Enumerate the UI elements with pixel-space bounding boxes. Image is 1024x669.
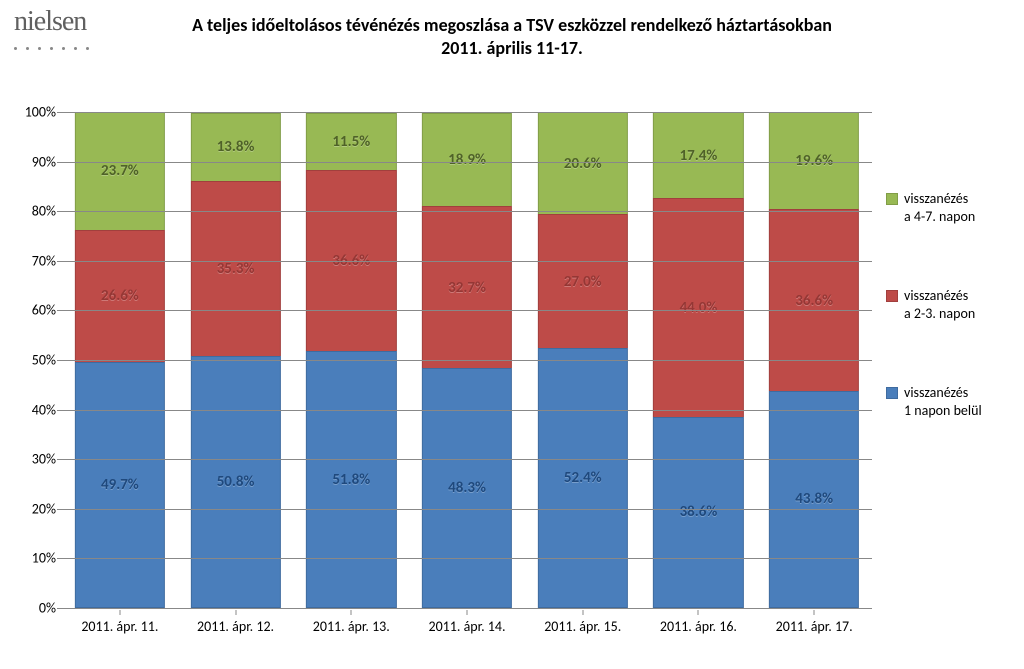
bar-segment-label: 50.8%	[217, 473, 255, 491]
bar-segment-label: 20.6%	[564, 155, 602, 173]
bar-segment-d1: 38.6%	[653, 417, 743, 608]
bar-segment-label: 13.8%	[217, 138, 255, 156]
legend-item: visszanézésa 4-7. napon	[886, 190, 1010, 225]
chart-title-line2: 2011. április 11-17.	[0, 37, 1024, 60]
y-tick-label: 0%	[39, 600, 56, 617]
legend-label: visszanézésa 2-3. napon	[904, 287, 1010, 322]
bar-segment-label: 44.0%	[680, 299, 718, 317]
bar-segment-d23: 27.0%	[538, 214, 628, 348]
bar-segment-d23: 32.7%	[422, 206, 512, 368]
bar-segment-label: 36.6%	[795, 292, 833, 310]
grid-line	[62, 558, 872, 559]
bar-segment-d1: 48.3%	[422, 368, 512, 608]
chart-area: 49.7% 26.6% 23.7% 50.8% 35.3% 13.8% 51.8% 36.6%…	[0, 90, 1024, 660]
bar-segment-label: 48.3%	[448, 479, 486, 497]
bar-segment-label: 11.5%	[332, 133, 370, 151]
chart-title: A teljes időeltolásos tévénézés megoszlá…	[0, 14, 1024, 59]
bar-segment-label: 49.7%	[101, 476, 139, 494]
x-axis-label: 2011. ápr. 16.	[641, 612, 757, 635]
grid-line	[62, 162, 872, 163]
legend-item: visszanézésa 2-3. napon	[886, 287, 1010, 322]
y-tick-label: 10%	[32, 550, 56, 567]
grid-line	[62, 360, 872, 361]
y-tick-mark	[57, 459, 62, 460]
bar-segment-d23: 36.6%	[769, 209, 859, 391]
y-tick-mark	[57, 360, 62, 361]
bar-segment-label: 18.9%	[448, 151, 486, 169]
bar-segment-d1: 51.8%	[306, 351, 396, 608]
y-tick-label: 50%	[32, 352, 56, 369]
bar-segment-d1: 49.7%	[75, 362, 165, 609]
y-tick-mark	[57, 509, 62, 510]
y-tick-label: 30%	[32, 451, 56, 468]
bar-segment-d23: 35.3%	[190, 181, 280, 356]
grid-line	[62, 310, 872, 311]
bar-segment-d23: 44.0%	[653, 198, 743, 416]
bar-segment-d47: 13.8%	[190, 113, 280, 181]
y-tick-label: 100%	[25, 104, 56, 121]
x-axis-label: 2011. ápr. 15.	[525, 612, 641, 635]
bar-segment-label: 38.6%	[680, 503, 718, 521]
bar-segment-d1: 52.4%	[538, 348, 628, 608]
bar-segment-label: 35.3%	[217, 260, 255, 278]
x-axis-label: 2011. ápr. 17.	[756, 612, 872, 635]
legend-label: visszanézés1 napon belül	[904, 384, 1010, 419]
y-tick-label: 90%	[32, 153, 56, 170]
bar-segment-d47: 18.9%	[422, 113, 512, 207]
y-tick-mark	[57, 112, 62, 113]
x-axis-label: 2011. ápr. 12.	[178, 612, 294, 635]
plot-area: 49.7% 26.6% 23.7% 50.8% 35.3% 13.8% 51.8% 36.6%…	[62, 112, 872, 609]
y-tick-label: 20%	[32, 500, 56, 517]
bar-segment-label: 32.7%	[448, 279, 486, 297]
x-axis-label: 2011. ápr. 13.	[293, 612, 409, 635]
x-axis-label: 2011. ápr. 14.	[409, 612, 525, 635]
grid-line	[62, 410, 872, 411]
y-tick-mark	[57, 261, 62, 262]
legend: visszanézésa 4-7. napon visszanézésa 2-3.…	[886, 190, 1010, 419]
y-tick-mark	[57, 162, 62, 163]
grid-line	[62, 112, 872, 113]
bar-segment-d47: 20.6%	[538, 112, 628, 214]
y-tick-label: 80%	[32, 203, 56, 220]
x-axis-labels: 2011. ápr. 11.2011. ápr. 12.2011. ápr. 1…	[62, 612, 872, 635]
grid-line	[62, 211, 872, 212]
bar-segment-d1: 43.8%	[769, 391, 859, 608]
x-axis-label: 2011. ápr. 11.	[62, 612, 178, 635]
y-tick-label: 60%	[32, 302, 56, 319]
bar-segment-label: 43.8%	[795, 490, 833, 508]
bar-segment-d23: 26.6%	[75, 230, 165, 362]
bar-segment-label: 26.6%	[101, 287, 139, 305]
y-tick-mark	[57, 608, 62, 609]
legend-swatch	[886, 387, 898, 399]
grid-line	[62, 509, 872, 510]
bar-segment-label: 52.4%	[564, 469, 602, 487]
grid-line	[62, 459, 872, 460]
bar-segment-label: 51.8%	[332, 471, 370, 489]
bar-segment-label: 27.0%	[564, 273, 602, 291]
y-tick-mark	[57, 410, 62, 411]
y-tick-mark	[57, 558, 62, 559]
y-tick-label: 40%	[32, 401, 56, 418]
chart-title-line1: A teljes időeltolásos tévénézés megoszlá…	[0, 14, 1024, 37]
chart-figure: nielsen A teljes időeltolásos tévénézés …	[0, 0, 1024, 669]
legend-swatch	[886, 193, 898, 205]
legend-label: visszanézésa 4-7. napon	[904, 190, 1010, 225]
bar-segment-d1: 50.8%	[190, 356, 280, 608]
bar-segment-d47: 17.4%	[653, 112, 743, 198]
grid-line	[62, 261, 872, 262]
y-tick-label: 70%	[32, 252, 56, 269]
bar-segment-label: 23.7%	[101, 162, 139, 180]
legend-item: visszanézés1 napon belül	[886, 384, 1010, 419]
y-tick-mark	[57, 310, 62, 311]
y-tick-mark	[57, 211, 62, 212]
legend-swatch	[886, 290, 898, 302]
